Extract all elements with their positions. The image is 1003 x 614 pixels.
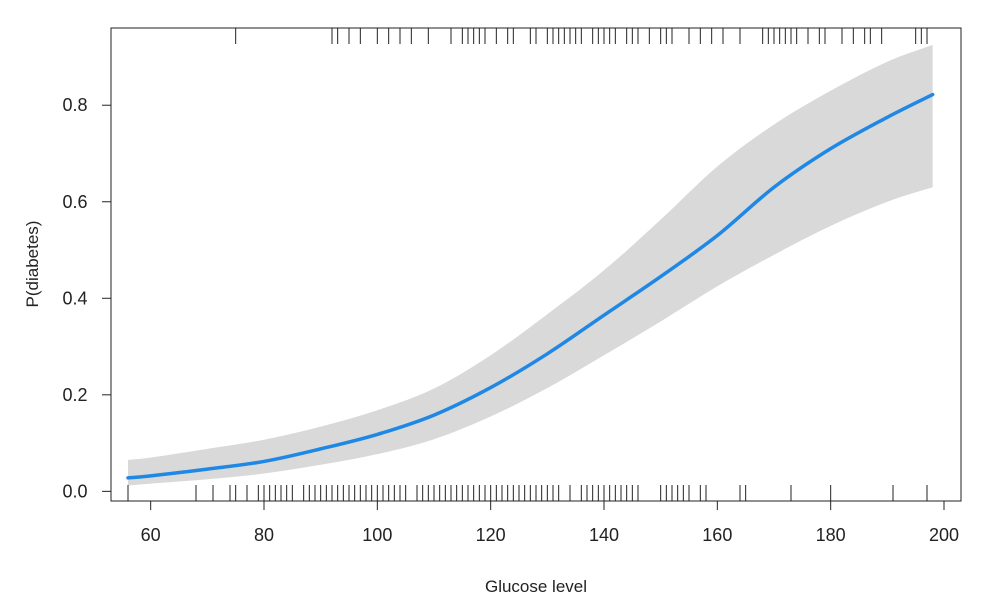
x-tick-label: 100 [362, 525, 392, 545]
fitted-curve [126, 92, 935, 480]
y-tick-label: 0.8 [62, 95, 87, 115]
y-tick-label: 0.4 [62, 288, 87, 308]
confidence-band [128, 44, 933, 486]
x-tick-label: 140 [589, 525, 619, 545]
series-line [126, 92, 935, 480]
y-tick-label: 0.2 [62, 385, 87, 405]
y-tick-label: 0.6 [62, 192, 87, 212]
x-tick-label: 180 [816, 525, 846, 545]
rug-marks [127, 28, 928, 501]
y-axis: 0.0 0.2 0.4 0.6 0.8 [62, 95, 112, 501]
x-tick-label: 60 [141, 525, 161, 545]
confidence-band-area [128, 44, 933, 486]
y-tick-label: 0.0 [62, 481, 87, 501]
y-axis-title: P(diabetes) [23, 221, 42, 308]
x-axis: 60 80 100 120 140 160 180 200 [141, 500, 959, 545]
x-tick-label: 200 [929, 525, 959, 545]
x-axis-title: Glucose level [485, 577, 587, 596]
x-tick-label: 120 [476, 525, 506, 545]
x-tick-label: 80 [254, 525, 274, 545]
x-tick-label: 160 [702, 525, 732, 545]
